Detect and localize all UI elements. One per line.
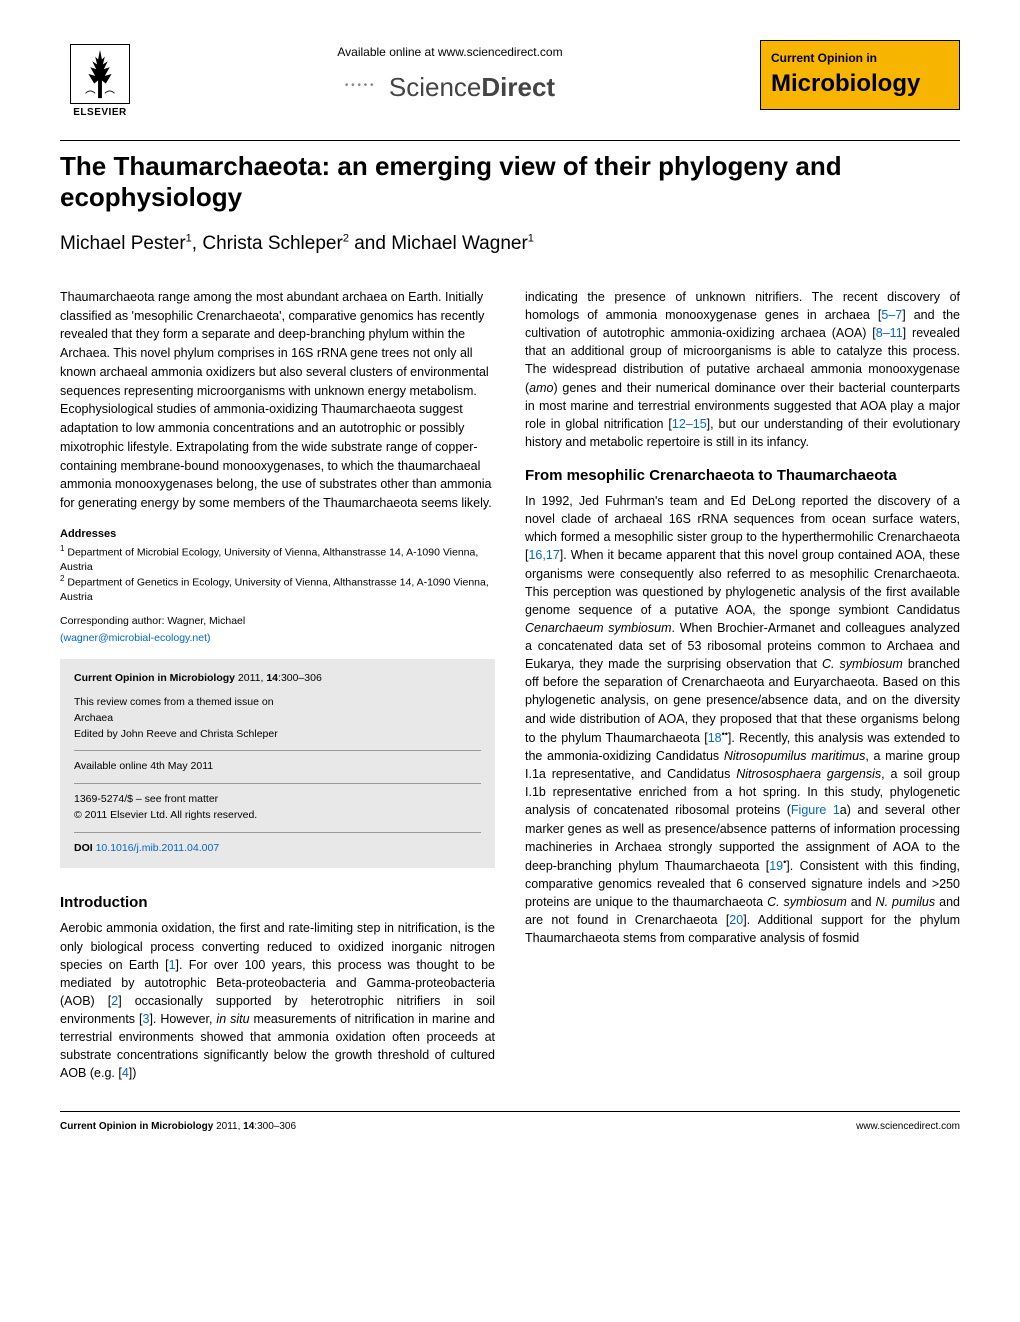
info-rule-2 [74, 783, 481, 784]
two-column-layout: Thaumarchaeota range among the most abun… [60, 288, 960, 1083]
right-column: indicating the presence of unknown nitri… [525, 288, 960, 1083]
issn-line: 1369-5274/$ – see front matter [74, 792, 481, 808]
article-info-box: Current Opinion in Microbiology 2011, 14… [60, 659, 495, 868]
species-1: Cenarchaeum symbiosum [525, 621, 671, 635]
elsevier-logo: ELSEVIER [60, 30, 140, 120]
address-1: Department of Microbial Ecology, Univers… [60, 547, 478, 573]
header-rule [60, 140, 960, 141]
sciencedirect-logo: ScienceDirect [140, 69, 760, 105]
corresponding-line: Corresponding author: Wagner, Michael [60, 614, 495, 629]
footer-right: www.sciencedirect.com [856, 1120, 960, 1134]
species-3: Nitrosopumilus maritimus [724, 749, 866, 763]
page-footer: Current Opinion in Microbiology 2011, 14… [60, 1111, 960, 1134]
cite-pages: :300–306 [278, 672, 322, 684]
sd-dir: Direct [481, 72, 555, 102]
ref-12-15[interactable]: 12–15 [672, 417, 707, 431]
footer-pages: :300–306 [254, 1121, 296, 1132]
sciencedirect-block: Available online at www.sciencedirect.co… [140, 44, 760, 105]
email-close: ) [207, 632, 211, 644]
species-2: C. symbiosum [822, 657, 903, 671]
journal-overline: Current Opinion in [771, 50, 949, 67]
introduction-paragraph: Aerobic ammonia oxidation, the first and… [60, 919, 495, 1082]
doi-link[interactable]: 10.1016/j.mib.2011.04.007 [96, 842, 220, 854]
ref-5-7[interactable]: 5–7 [881, 308, 902, 322]
author-2: Christa Schleper [202, 233, 342, 254]
available-online-text: Available online at www.sciencedirect.co… [140, 44, 760, 61]
cite-vol: 14 [266, 672, 278, 684]
author-1: Michael Pester [60, 233, 186, 254]
authors-line: Michael Pester1, Christa Schleper2 and M… [60, 231, 960, 258]
footer-left: Current Opinion in Microbiology 2011, 14… [60, 1120, 296, 1134]
introduction-heading: Introduction [60, 892, 495, 913]
left-column: Thaumarchaeota range among the most abun… [60, 288, 495, 1083]
page-header: ELSEVIER Available online at www.science… [60, 30, 960, 120]
edited-by: Edited by John Reeve and Christa Schlepe… [74, 727, 481, 743]
address-2: Department of Genetics in Ecology, Unive… [60, 577, 489, 603]
ref-19[interactable]: 19 [769, 859, 783, 873]
copyright-line: © 2011 Elsevier Ltd. All rights reserved… [74, 808, 481, 824]
themed-line-1: This review comes from a themed issue on [74, 695, 481, 711]
figure-1-link[interactable]: Figure 1 [791, 803, 840, 817]
author-3-aff: 1 [528, 233, 534, 245]
footer-vol: 14 [243, 1121, 254, 1132]
journal-box: Current Opinion in Microbiology [760, 40, 960, 110]
info-rule-1 [74, 750, 481, 751]
citation-line: Current Opinion in Microbiology 2011, 14… [74, 671, 481, 687]
intro-insitu: in situ [216, 1012, 249, 1026]
ref-4[interactable]: 4 [122, 1066, 129, 1080]
author-sep-2: and [349, 233, 391, 254]
s2-t2: ]. When it became apparent that this nov… [525, 548, 960, 616]
doi-line: DOI 10.1016/j.mib.2011.04.007 [74, 841, 481, 857]
species-6: N. pumilus [876, 895, 936, 909]
ref-20[interactable]: 20 [729, 913, 743, 927]
s2-t10: and [847, 895, 876, 909]
footer-year: 2011, [213, 1121, 243, 1132]
available-date: Available online 4th May 2011 [74, 759, 481, 775]
species-4: Nitrososphaera gargensis [736, 767, 881, 781]
elsevier-tree-icon [70, 44, 130, 104]
addresses-block: 1 Department of Microbial Ecology, Unive… [60, 544, 495, 604]
corresponding-email: (wagner@microbial-ecology.net) [60, 631, 495, 646]
email-link[interactable]: wagner@microbial-ecology.net [64, 632, 208, 644]
intro-t4: ]. However, [149, 1012, 216, 1026]
addresses-heading: Addresses [60, 527, 495, 542]
section-2-paragraph: In 1992, Jed Fuhrman's team and Ed DeLon… [525, 492, 960, 947]
themed-line-2: Archaea [74, 711, 481, 727]
doi-label: DOI [74, 842, 96, 854]
info-rule-3 [74, 832, 481, 833]
ref-18[interactable]: 18 [708, 731, 722, 745]
col2-continuation: indicating the presence of unknown nitri… [525, 288, 960, 451]
cite-year: 2011, [235, 672, 266, 684]
abstract-text: Thaumarchaeota range among the most abun… [60, 288, 495, 513]
ref-16-17[interactable]: 16,17 [528, 548, 559, 562]
species-5: C. symbiosum [767, 895, 847, 909]
sd-sci: Science [389, 72, 482, 102]
cite-journal: Current Opinion in Microbiology [74, 672, 235, 684]
journal-name: Microbiology [771, 67, 949, 101]
article-title: The Thaumarchaeota: an emerging view of … [60, 151, 960, 213]
sciencedirect-dots-icon [345, 79, 385, 99]
elsevier-label: ELSEVIER [73, 106, 126, 120]
footer-journal: Current Opinion in Microbiology [60, 1121, 213, 1132]
author-3: Michael Wagner [391, 233, 528, 254]
intro-t6: ]) [129, 1066, 137, 1080]
author-sep-1: , [192, 233, 203, 254]
amo-gene: amo [529, 381, 553, 395]
ref-8-11[interactable]: 8–11 [876, 326, 903, 340]
section-2-heading: From mesophilic Crenarchaeota to Thaumar… [525, 465, 960, 486]
ref-1[interactable]: 1 [169, 958, 176, 972]
